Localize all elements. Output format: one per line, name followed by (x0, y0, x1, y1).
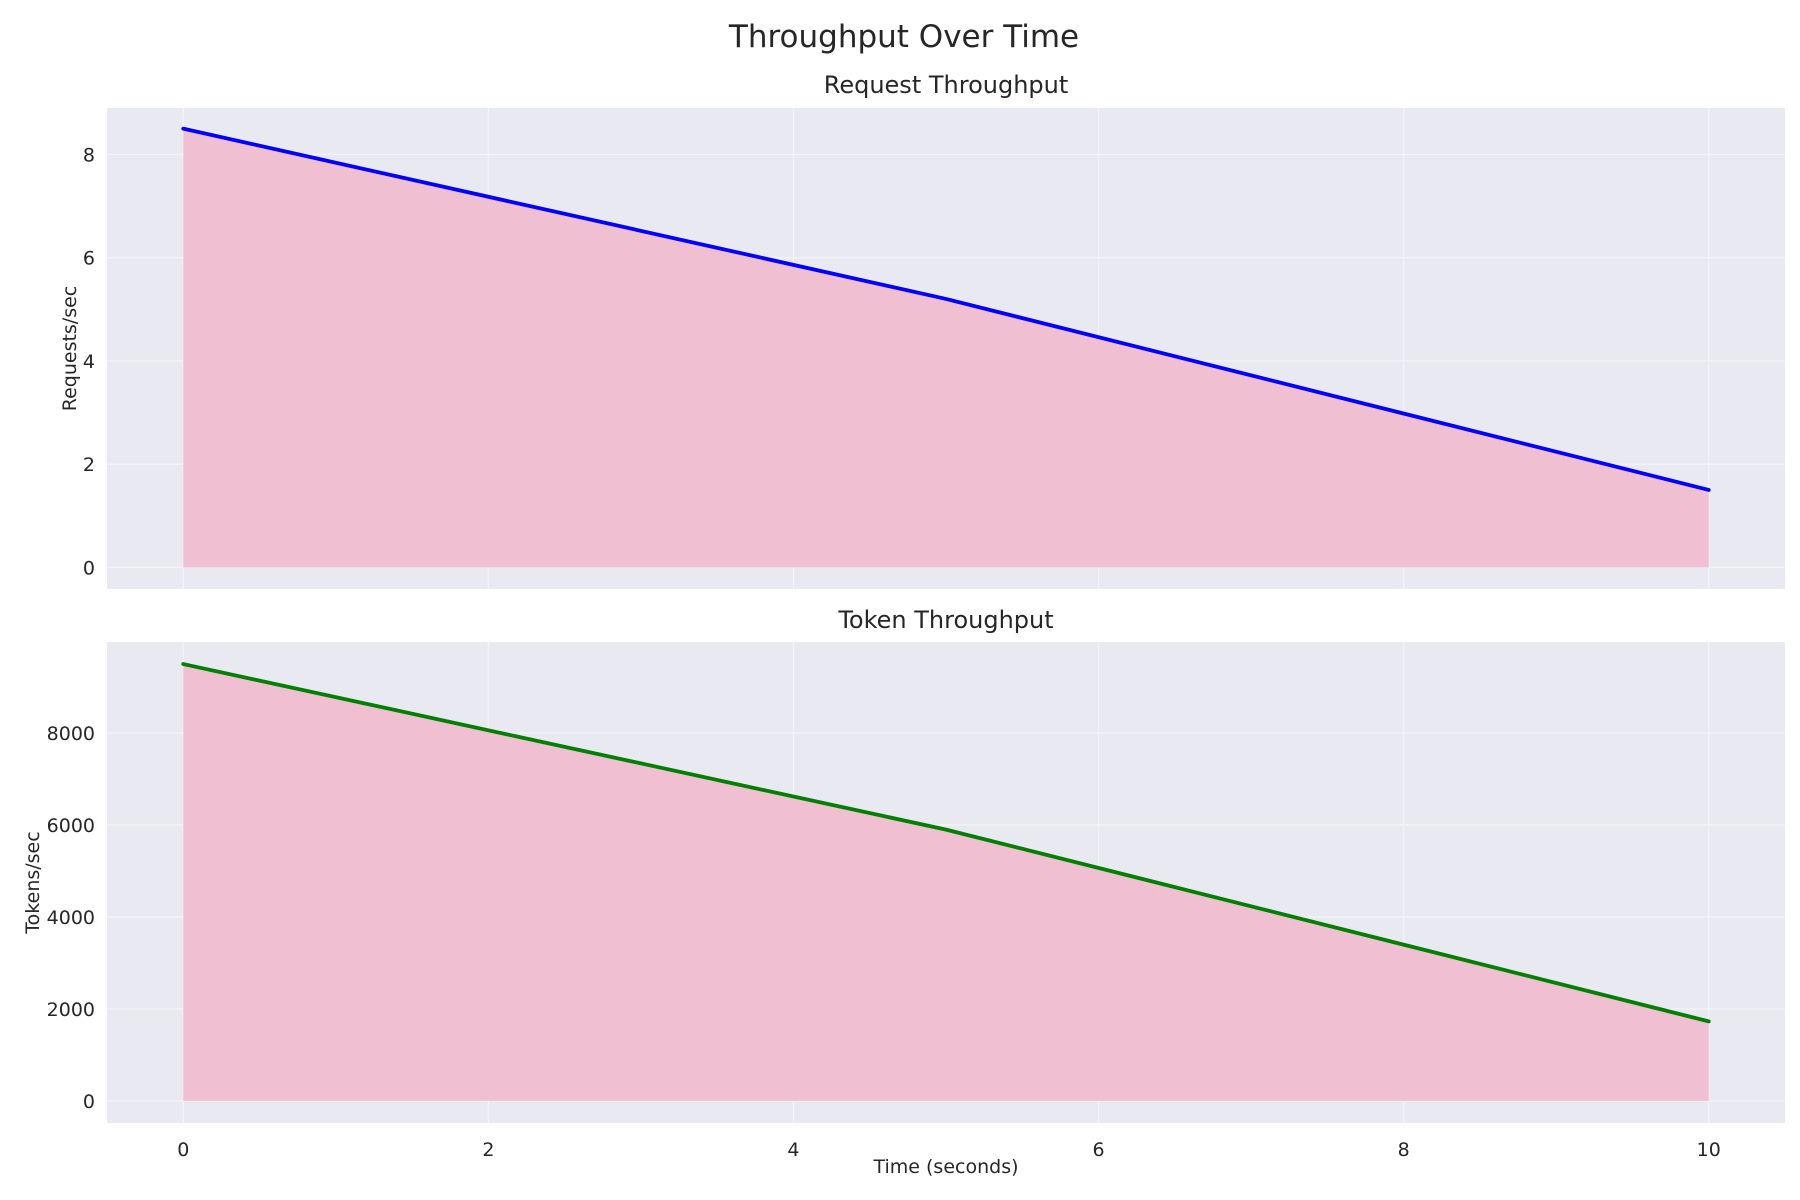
panel-2: 0 2000 4000 6000 8000 0 2 4 6 8 10 Token Throughput… (22, 606, 1785, 1178)
panel-1-y-tick-label: 8 (83, 144, 95, 166)
panel-1-series-line (181, 126, 1711, 492)
panel-1: 0 2 4 6 8 Request Throughput Requests/sec (59, 71, 1785, 589)
figure-title: Throughput Over Time (728, 19, 1079, 55)
panel-2-x-tick-label: 10 (1697, 1139, 1721, 1161)
panel-1-area-fill (183, 128, 1709, 568)
panel-2-x-tick-label: 8 (1398, 1139, 1410, 1161)
panel-2-y-tick-label: 4000 (47, 907, 95, 929)
panel-2-y-axis-label: Tokens/sec (22, 831, 44, 934)
panel-2-x-tick-label: 0 (177, 1139, 189, 1161)
panel-2-y-tick-label: 2000 (47, 999, 95, 1021)
chart-panels: 0 2 4 6 8 Request Throughput Requests/sec 0 2000… (22, 71, 1785, 1178)
panel-2-title: Token Throughput (837, 606, 1053, 634)
panel-1-y-tick-label: 6 (83, 248, 95, 270)
panel-2-y-tick-label: 8000 (47, 723, 95, 745)
panel-1-title: Request Throughput (824, 71, 1069, 99)
panel-2-series-line (181, 662, 1711, 1024)
panel-1-y-axis-label: Requests/sec (59, 286, 81, 412)
panel-1-y-tick-label: 2 (83, 454, 95, 476)
panel-2-area-fill (183, 664, 1709, 1101)
panel-2-x-tick-label: 2 (482, 1139, 494, 1161)
panel-2-y-tick-label: 0 (83, 1091, 95, 1113)
panel-2-x-tick-label: 4 (787, 1139, 799, 1161)
panel-1-y-tick-label: 4 (83, 351, 95, 373)
panel-2-x-axis-label: Time (seconds) (872, 1156, 1018, 1178)
panel-2-y-tick-label: 6000 (47, 815, 95, 837)
panel-1-y-tick-label: 0 (83, 557, 95, 579)
panel-2-x-tick-label: 6 (1092, 1139, 1104, 1161)
